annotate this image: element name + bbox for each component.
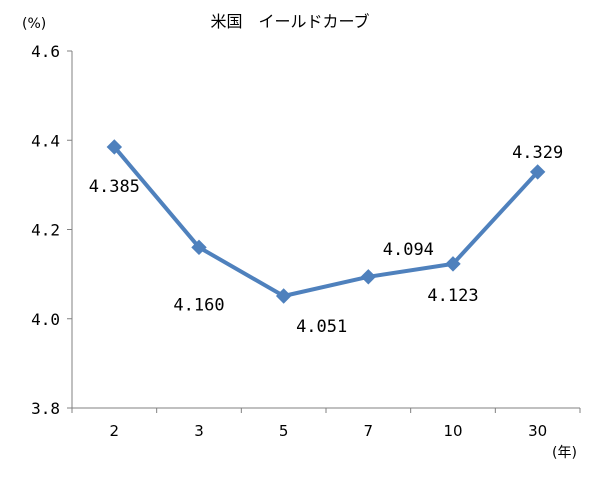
x-tick-label: 5	[279, 422, 289, 440]
y-tick-labels: 3.8 4.0 4.2 4.4 4.6	[31, 42, 60, 418]
data-point	[445, 256, 461, 272]
data-label: 4.094	[383, 240, 434, 260]
data-labels: 4.385 4.160 4.051 4.094 4.123 4.329	[89, 143, 564, 337]
y-tick-label: 4.0	[31, 310, 60, 329]
x-tick-labels: 2 3 5 7 10 30	[110, 422, 548, 440]
y-tick-label: 3.8	[31, 399, 60, 418]
y-tick-label: 4.6	[31, 42, 60, 61]
chart-title: 米国 イールドカーブ	[210, 12, 369, 31]
data-label: 4.051	[296, 317, 347, 337]
axes	[67, 50, 581, 413]
data-point	[529, 164, 546, 180]
x-tick-label: 10	[443, 422, 462, 440]
data-label: 4.160	[173, 295, 224, 315]
data-point	[106, 139, 123, 155]
y-tick-label: 4.4	[31, 131, 60, 150]
data-label: 4.385	[89, 177, 140, 197]
series-yield	[106, 139, 546, 304]
x-tick-label: 7	[364, 422, 374, 440]
data-point	[360, 269, 377, 285]
y-axis-unit: (%)	[22, 16, 46, 32]
data-label: 4.123	[427, 286, 478, 306]
series-line	[112, 145, 540, 298]
x-tick-label: 3	[194, 422, 204, 440]
data-point	[191, 239, 207, 256]
x-tick-label: 2	[110, 422, 120, 440]
x-tick-label: 30	[528, 422, 547, 440]
data-point	[275, 288, 292, 304]
data-label: 4.329	[512, 143, 563, 163]
y-tick-label: 4.2	[31, 221, 60, 240]
x-axis-unit: (年)	[552, 445, 577, 461]
